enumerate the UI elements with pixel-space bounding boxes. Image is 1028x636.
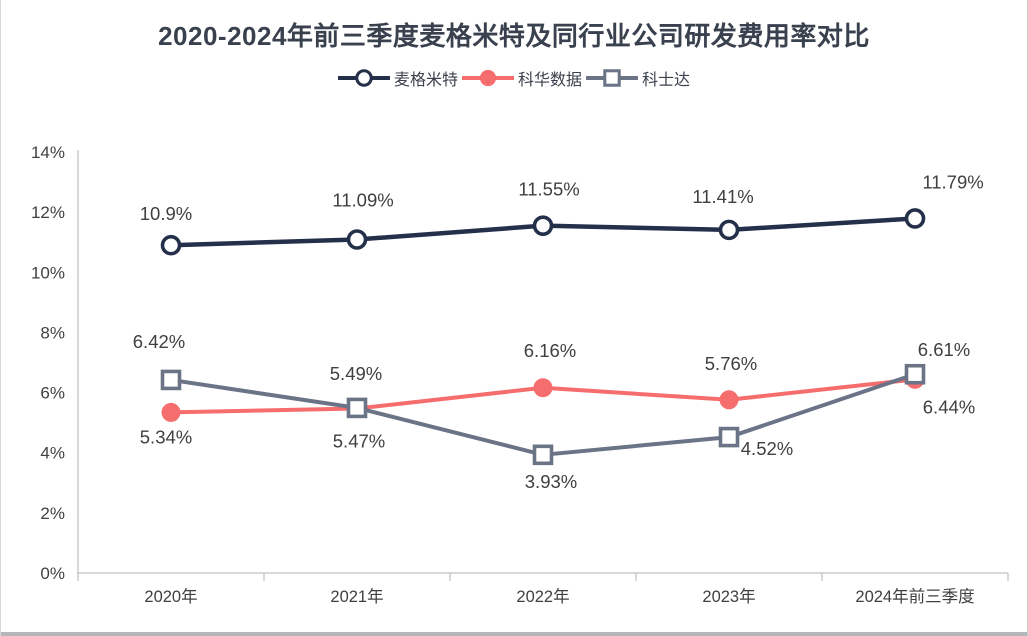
chart-legend: 麦格米特 科华数据 科士达 <box>1 66 1027 90</box>
y-tick-label: 0% <box>40 564 65 583</box>
y-tick-label: 14% <box>31 143 65 162</box>
open-circle-marker-icon <box>355 69 373 87</box>
open-square-marker-icon <box>346 397 368 419</box>
open-square-marker-icon <box>718 426 740 448</box>
y-tick-label: 6% <box>40 384 65 403</box>
data-point-label: 5.47% <box>333 431 385 452</box>
filled-circle-marker-icon <box>161 402 181 422</box>
open-circle-marker-icon <box>160 234 182 256</box>
data-point-label: 11.41% <box>692 186 753 207</box>
filled-circle-marker-icon <box>533 378 553 398</box>
legend-label-kstar: 科士达 <box>642 72 691 89</box>
filled-circle-legend-marker-icon <box>461 67 514 89</box>
data-point-label: 10.9% <box>140 203 192 224</box>
open-circle-marker-icon <box>904 208 926 229</box>
data-point-label: 5.34% <box>140 426 192 447</box>
legend-item-kstar: 科士达 <box>586 66 690 90</box>
y-tick-label: 2% <box>40 504 65 523</box>
open-square-marker-icon <box>904 363 926 385</box>
x-tick-label: 2020年 <box>144 587 197 606</box>
x-tick-label: 2024年前三季度 <box>855 587 974 606</box>
data-point-label: 4.52% <box>741 438 793 459</box>
legend-item-kehua-data: 科华数据 <box>461 66 582 90</box>
square-open-icon <box>586 69 638 87</box>
data-point-label: 6.42% <box>133 331 185 352</box>
data-point-label: 6.16% <box>524 340 576 361</box>
data-point-label: 11.79% <box>922 171 983 192</box>
legend-label-megmeet: 麦格米特 <box>393 72 458 89</box>
x-tick-label: 2023年 <box>702 587 755 606</box>
legend-label-kehua-data: 科华数据 <box>517 72 582 89</box>
open-square-marker-icon <box>532 444 554 466</box>
open-circle-marker-icon <box>532 215 554 236</box>
window-bottom-edge <box>1 632 1027 636</box>
data-point-label: 6.44% <box>923 396 975 417</box>
chart-title: 2020-2024年前三季度麦格米特及同行业公司研发费用率对比 <box>158 21 870 51</box>
data-point-label: 5.76% <box>705 353 757 374</box>
open-circle-legend-marker-icon <box>337 67 390 89</box>
data-point-label: 11.09% <box>332 190 393 211</box>
open-square-marker-icon <box>603 69 621 87</box>
y-tick-label: 12% <box>31 203 65 222</box>
x-tick-label: 2021年 <box>330 587 383 606</box>
y-tick-label: 4% <box>40 444 65 463</box>
y-tick-label: 8% <box>40 323 65 342</box>
y-tick-label: 10% <box>31 263 65 282</box>
open-circle-marker-icon <box>346 229 368 250</box>
filled-circle-marker-icon <box>479 69 497 87</box>
x-tick-label: 2022年 <box>516 587 569 606</box>
open-circle-marker-icon <box>718 219 740 241</box>
data-point-label: 11.55% <box>518 179 579 200</box>
data-point-label: 3.93% <box>525 471 577 492</box>
open-square-legend-marker-icon <box>586 67 638 89</box>
legend-item-megmeet: 麦格米特 <box>337 66 458 90</box>
filled-circle-marker-icon <box>719 390 739 410</box>
open-square-marker-icon <box>160 369 182 391</box>
circle-open-icon <box>337 69 390 87</box>
data-point-label: 5.49% <box>330 363 382 384</box>
data-point-label: 6.61% <box>918 339 970 360</box>
circle-filled-icon <box>461 69 514 87</box>
